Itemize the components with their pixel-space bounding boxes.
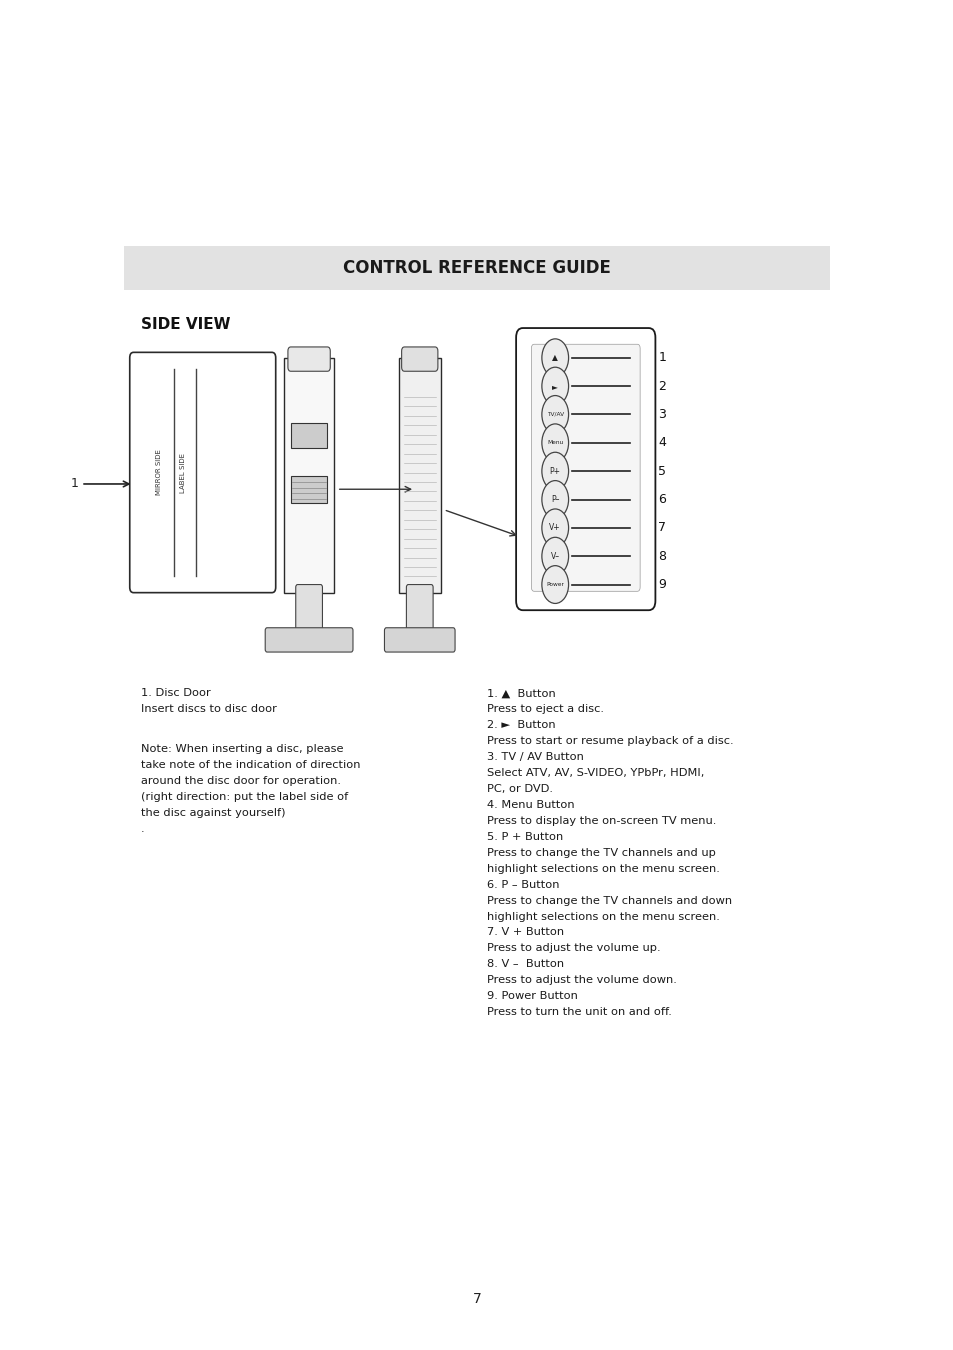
FancyBboxPatch shape bbox=[398, 358, 440, 593]
Text: 7: 7 bbox=[472, 1292, 481, 1305]
Circle shape bbox=[541, 396, 568, 433]
Text: 9: 9 bbox=[658, 578, 665, 591]
Text: Press to eject a disc.: Press to eject a disc. bbox=[486, 705, 603, 714]
Circle shape bbox=[541, 339, 568, 377]
Text: V+: V+ bbox=[549, 524, 560, 532]
Text: 3: 3 bbox=[658, 408, 665, 421]
Bar bbox=[291, 424, 327, 448]
Text: TV/AV: TV/AV bbox=[546, 412, 563, 417]
Text: (right direction: put the label side of: (right direction: put the label side of bbox=[141, 792, 348, 802]
FancyBboxPatch shape bbox=[284, 358, 334, 593]
Text: PC, or DVD.: PC, or DVD. bbox=[486, 784, 552, 794]
Text: 1. ▲  Button: 1. ▲ Button bbox=[486, 688, 555, 698]
Circle shape bbox=[541, 424, 568, 462]
FancyBboxPatch shape bbox=[406, 585, 433, 633]
Bar bbox=[291, 475, 327, 502]
Text: Press to turn the unit on and off.: Press to turn the unit on and off. bbox=[486, 1007, 671, 1017]
Text: 1: 1 bbox=[658, 351, 665, 364]
Text: Press to change the TV channels and up: Press to change the TV channels and up bbox=[486, 848, 715, 857]
Text: 2. ►  Button: 2. ► Button bbox=[486, 721, 555, 730]
Circle shape bbox=[541, 509, 568, 547]
Text: ▲: ▲ bbox=[552, 354, 558, 362]
Text: Insert discs to disc door: Insert discs to disc door bbox=[141, 705, 276, 714]
Text: V–: V– bbox=[550, 552, 559, 560]
FancyBboxPatch shape bbox=[401, 347, 437, 371]
Bar bbox=[124, 246, 829, 290]
Text: 6: 6 bbox=[658, 493, 665, 506]
Text: 9. Power Button: 9. Power Button bbox=[486, 991, 577, 1002]
Text: 4: 4 bbox=[658, 436, 665, 450]
Text: 2: 2 bbox=[658, 379, 665, 393]
Text: 1: 1 bbox=[71, 478, 78, 490]
Text: highlight selections on the menu screen.: highlight selections on the menu screen. bbox=[486, 911, 719, 922]
Circle shape bbox=[541, 481, 568, 518]
Text: Select ATV, AV, S-VIDEO, YPbPr, HDMI,: Select ATV, AV, S-VIDEO, YPbPr, HDMI, bbox=[486, 768, 703, 778]
Text: Press to start or resume playback of a disc.: Press to start or resume playback of a d… bbox=[486, 736, 733, 747]
Text: Press to display the on-screen TV menu.: Press to display the on-screen TV menu. bbox=[486, 815, 715, 826]
Text: 4. Menu Button: 4. Menu Button bbox=[486, 801, 574, 810]
Text: 5. P + Button: 5. P + Button bbox=[486, 832, 562, 842]
Text: around the disc door for operation.: around the disc door for operation. bbox=[141, 776, 341, 786]
Text: 1. Disc Door: 1. Disc Door bbox=[141, 688, 211, 698]
Text: Press to change the TV channels and down: Press to change the TV channels and down bbox=[486, 895, 731, 906]
Text: Press to adjust the volume up.: Press to adjust the volume up. bbox=[486, 944, 659, 953]
Text: take note of the indication of direction: take note of the indication of direction bbox=[141, 760, 360, 771]
FancyBboxPatch shape bbox=[130, 352, 275, 593]
Text: 8. V –  Button: 8. V – Button bbox=[486, 960, 563, 969]
Circle shape bbox=[541, 566, 568, 603]
Text: MIRROR SIDE: MIRROR SIDE bbox=[156, 450, 162, 495]
Text: P–: P– bbox=[551, 495, 558, 504]
Text: 7: 7 bbox=[658, 521, 665, 535]
FancyBboxPatch shape bbox=[531, 344, 639, 591]
Text: the disc against yourself): the disc against yourself) bbox=[141, 807, 285, 818]
Text: 7. V + Button: 7. V + Button bbox=[486, 927, 563, 937]
FancyBboxPatch shape bbox=[384, 628, 455, 652]
Text: Note: When inserting a disc, please: Note: When inserting a disc, please bbox=[141, 744, 343, 755]
Text: .: . bbox=[141, 824, 145, 834]
Circle shape bbox=[541, 452, 568, 490]
FancyBboxPatch shape bbox=[516, 328, 655, 610]
Text: 5: 5 bbox=[658, 464, 665, 478]
FancyBboxPatch shape bbox=[265, 628, 353, 652]
Text: 6. P – Button: 6. P – Button bbox=[486, 880, 558, 890]
Text: SIDE VIEW: SIDE VIEW bbox=[141, 317, 231, 332]
Text: highlight selections on the menu screen.: highlight selections on the menu screen. bbox=[486, 864, 719, 873]
Text: ►: ► bbox=[552, 382, 558, 390]
FancyBboxPatch shape bbox=[295, 585, 322, 633]
Text: Menu: Menu bbox=[546, 440, 563, 446]
Text: 3. TV / AV Button: 3. TV / AV Button bbox=[486, 752, 583, 763]
Circle shape bbox=[541, 367, 568, 405]
Text: LABEL SIDE: LABEL SIDE bbox=[180, 452, 186, 493]
Text: Power: Power bbox=[546, 582, 563, 587]
Circle shape bbox=[541, 537, 568, 575]
Text: P+: P+ bbox=[549, 467, 560, 475]
Text: CONTROL REFERENCE GUIDE: CONTROL REFERENCE GUIDE bbox=[343, 259, 610, 277]
Text: Press to adjust the volume down.: Press to adjust the volume down. bbox=[486, 975, 676, 985]
Text: 8: 8 bbox=[658, 549, 665, 563]
FancyBboxPatch shape bbox=[288, 347, 330, 371]
